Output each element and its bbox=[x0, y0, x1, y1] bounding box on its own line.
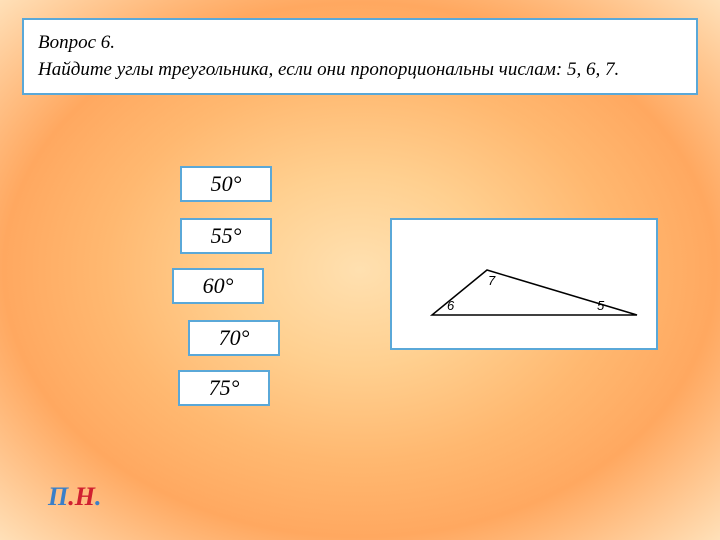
answer-option-2[interactable]: 60° bbox=[172, 268, 264, 304]
answer-option-0[interactable]: 50° bbox=[180, 166, 272, 202]
answer-option-1[interactable]: 55° bbox=[180, 218, 272, 254]
logo-dot2: . bbox=[95, 482, 102, 511]
answer-label: 55° bbox=[211, 223, 242, 249]
answer-label: 50° bbox=[211, 171, 242, 197]
answer-label: 70° bbox=[219, 325, 250, 351]
triangle-svg: 6 5 7 bbox=[392, 220, 656, 348]
question-title: Вопрос 6. bbox=[38, 32, 115, 53]
answer-option-3[interactable]: 70° bbox=[188, 320, 280, 356]
question-text: Найдите углы треугольника, если они проп… bbox=[38, 59, 619, 80]
vertex-label-7: 7 bbox=[488, 273, 496, 288]
logo: П.Н. bbox=[48, 482, 101, 512]
vertex-label-6: 6 bbox=[447, 298, 455, 313]
answer-label: 75° bbox=[209, 375, 240, 401]
triangle-diagram: 6 5 7 bbox=[390, 218, 658, 350]
answer-label: 60° bbox=[203, 273, 234, 299]
vertex-label-5: 5 bbox=[597, 298, 605, 313]
logo-p: П bbox=[48, 482, 68, 511]
triangle-shape bbox=[432, 270, 637, 315]
question-box: Вопрос 6. Найдите углы треугольника, есл… bbox=[22, 18, 698, 95]
answer-option-4[interactable]: 75° bbox=[178, 370, 270, 406]
logo-n: Н bbox=[75, 482, 95, 511]
